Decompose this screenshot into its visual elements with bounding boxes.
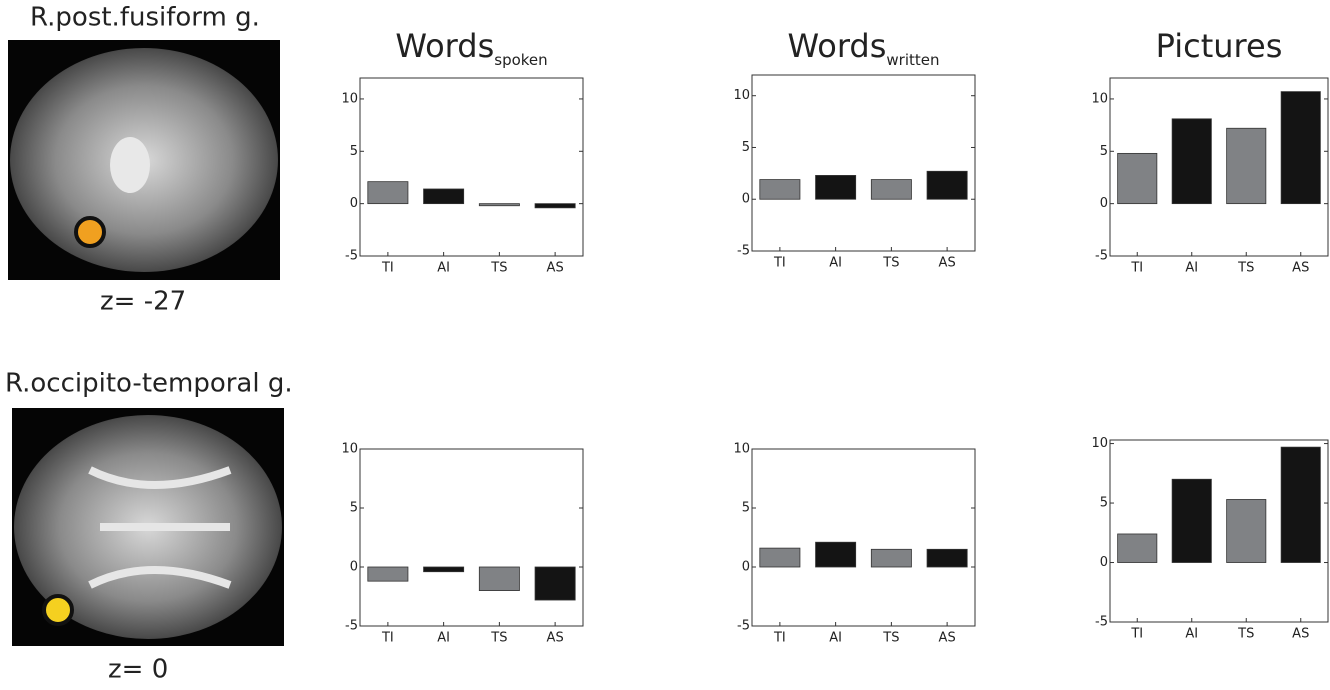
page: {"rows": [{"label": "R.post.fusiform g."…: [0, 0, 1330, 686]
y-tick-label: 10: [1091, 91, 1108, 106]
x-tick-label: AS: [939, 631, 956, 646]
y-tick-label: 10: [733, 442, 750, 457]
x-tick-label: AS: [1292, 627, 1309, 642]
axes-box: [752, 449, 975, 626]
x-tick-label: AS: [939, 256, 956, 271]
bar: [479, 204, 519, 206]
y-tick-label: 0: [1100, 196, 1108, 211]
x-tick-label: AS: [547, 631, 564, 646]
slice-label: z= -27: [100, 287, 186, 317]
bar: [1227, 128, 1266, 203]
chart-title: Wordsspoken: [395, 27, 547, 69]
x-tick-label: TS: [882, 256, 899, 271]
x-tick-label: TI: [1130, 627, 1143, 642]
y-tick-label: 5: [742, 501, 750, 516]
bar: [1281, 447, 1320, 562]
y-tick-label: -5: [737, 619, 750, 634]
y-tick-label: 0: [350, 560, 358, 575]
title-main: Words: [787, 27, 886, 65]
bar: [1118, 534, 1157, 563]
x-tick-label: TI: [773, 256, 786, 271]
bar: [424, 189, 464, 204]
x-tick-label: AI: [437, 631, 450, 646]
bar: [760, 180, 800, 200]
axes-box: [360, 78, 583, 256]
bar: [871, 180, 911, 200]
bar: [927, 171, 967, 199]
x-tick-label: TS: [490, 631, 507, 646]
x-tick-label: TS: [490, 261, 507, 276]
y-tick-label: 10: [341, 91, 358, 106]
bar: [368, 182, 408, 204]
y-tick-label: 10: [1091, 436, 1108, 451]
x-tick-label: TS: [1237, 261, 1254, 276]
title-subscript: written: [886, 51, 939, 69]
bar: [1118, 153, 1157, 203]
bar: [1172, 479, 1211, 562]
title-subscript: spoken: [494, 51, 547, 69]
y-tick-label: 5: [742, 140, 750, 155]
y-tick-label: -5: [737, 244, 750, 259]
region-label: R.post.fusiform g.: [30, 3, 260, 33]
chart-title: Pictures: [1156, 27, 1283, 65]
bar: [1281, 92, 1320, 204]
y-tick-label: 5: [1100, 144, 1108, 159]
y-tick-label: -5: [345, 619, 358, 634]
y-tick-label: 10: [341, 442, 358, 457]
y-tick-label: -5: [345, 249, 358, 264]
y-tick-label: 10: [733, 88, 750, 103]
brainstem: [110, 137, 150, 193]
x-tick-label: TI: [381, 261, 394, 276]
y-tick-label: 0: [1100, 555, 1108, 570]
x-tick-label: AI: [437, 261, 450, 276]
y-tick-label: 5: [350, 501, 358, 516]
y-tick-label: 0: [350, 196, 358, 211]
slice-label: z= 0: [108, 655, 168, 685]
y-tick-label: -5: [1095, 249, 1108, 264]
bar: [871, 549, 911, 567]
roi-marker: [44, 596, 72, 624]
title-main: Words: [395, 27, 494, 65]
x-tick-label: TS: [882, 631, 899, 646]
bar: [816, 542, 856, 567]
x-tick-label: AI: [829, 256, 842, 271]
y-tick-label: 5: [1100, 496, 1108, 511]
bar: [424, 567, 464, 572]
x-tick-label: TI: [773, 631, 786, 646]
y-tick-label: 0: [742, 192, 750, 207]
x-tick-label: AS: [1292, 261, 1309, 276]
bar: [760, 548, 800, 567]
x-tick-label: TS: [1237, 627, 1254, 642]
axes-box: [752, 75, 975, 251]
bar: [535, 204, 575, 208]
y-tick-label: -5: [1095, 615, 1108, 630]
bar: [1227, 499, 1266, 562]
x-tick-label: AS: [547, 261, 564, 276]
bar: [1172, 119, 1211, 204]
bar: [535, 567, 575, 600]
bar: [368, 567, 408, 581]
bar: [479, 567, 519, 591]
chart-title: Wordswritten: [787, 27, 939, 69]
x-tick-label: AI: [829, 631, 842, 646]
y-tick-label: 5: [350, 144, 358, 159]
bar: [927, 549, 967, 567]
bar: [816, 175, 856, 199]
y-tick-label: 0: [742, 560, 750, 575]
x-tick-label: TI: [1130, 261, 1143, 276]
roi-marker: [76, 218, 104, 246]
x-tick-label: AI: [1185, 627, 1198, 642]
region-label: R.occipito-temporal g.: [5, 369, 293, 399]
x-tick-label: TI: [381, 631, 394, 646]
x-tick-label: AI: [1185, 261, 1198, 276]
title-main: Pictures: [1156, 27, 1283, 65]
figure: R.post.fusiform g. z= -27 R.occipito-tem…: [0, 0, 1330, 686]
